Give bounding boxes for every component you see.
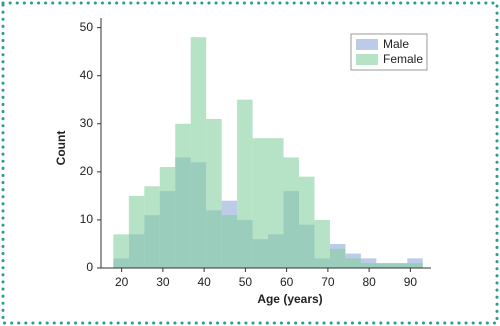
legend-label: Male: [383, 37, 409, 51]
bar: [175, 123, 191, 269]
bar: [113, 234, 129, 268]
bar: [283, 157, 299, 268]
bar: [407, 263, 423, 268]
bar: [299, 176, 315, 268]
bar: [159, 167, 176, 268]
legend-swatch: [356, 54, 378, 65]
y-tick-label: 10: [80, 212, 94, 226]
y-tick-label: 0: [86, 260, 93, 274]
x-tick-label: 20: [115, 275, 129, 289]
bar: [391, 263, 408, 268]
x-axis-label: Age (years): [257, 292, 322, 306]
x-tick-label: 40: [197, 275, 211, 289]
y-tick-label: 30: [80, 116, 94, 130]
bar: [144, 186, 160, 268]
bar: [237, 99, 253, 268]
bar: [329, 248, 346, 268]
x-tick-label: 50: [239, 275, 253, 289]
bar: [376, 263, 392, 268]
x-tick-label: 70: [321, 275, 335, 289]
y-tick-label: 50: [80, 20, 94, 34]
bar: [345, 258, 361, 268]
y-tick-label: 40: [80, 68, 94, 82]
bar: [314, 219, 330, 268]
legend-swatch: [356, 39, 378, 50]
bar: [221, 215, 238, 268]
legend-label: Female: [383, 52, 423, 66]
bar: [252, 138, 269, 268]
y-tick-label: 20: [80, 164, 94, 178]
x-tick-label: 30: [156, 275, 170, 289]
y-axis-label: Count: [54, 131, 68, 166]
bar: [128, 195, 145, 268]
x-tick-label: 80: [362, 275, 376, 289]
bar: [190, 37, 207, 268]
bar: [268, 138, 284, 268]
bar: [206, 118, 222, 268]
x-tick-label: 60: [280, 275, 294, 289]
bar: [360, 263, 377, 268]
x-tick-label: 90: [404, 275, 418, 289]
